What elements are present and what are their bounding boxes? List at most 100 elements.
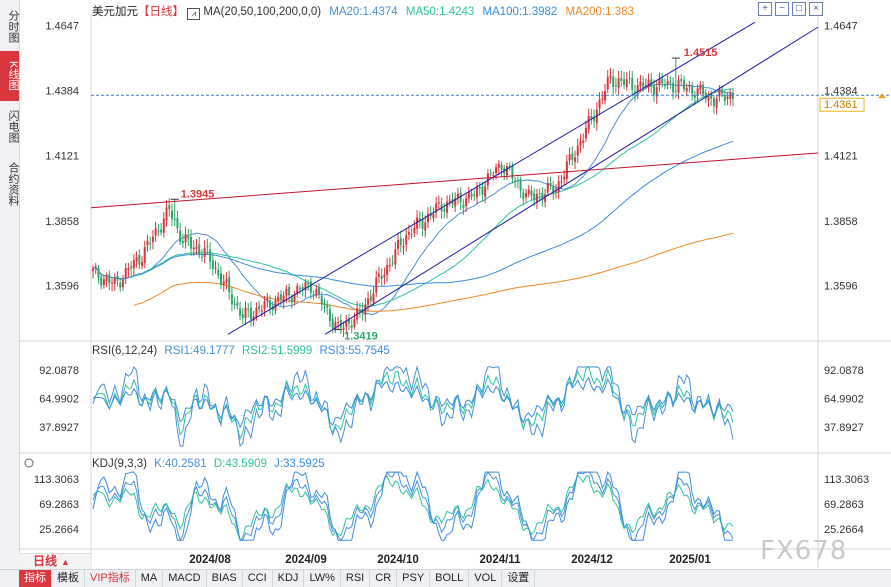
candle-body <box>388 264 391 267</box>
rsi3-value: RSI3:55.7545 <box>319 345 390 357</box>
rsi-line-3 <box>92 376 734 429</box>
ma20-line <box>92 83 734 315</box>
indicator-tab-4[interactable]: MACD <box>163 570 207 587</box>
candle-body <box>478 187 481 189</box>
indicator-tab-1[interactable]: 模板 <box>52 570 85 587</box>
indicator-tab-6[interactable]: CCI <box>243 570 273 587</box>
rsi-tick-left: 37.8927 <box>39 422 79 434</box>
candle-body <box>669 82 672 84</box>
candle-body <box>663 84 666 87</box>
period-label: 日线 <box>33 554 58 568</box>
candle-body <box>187 236 190 239</box>
candle-body <box>416 217 419 229</box>
candle-body <box>538 193 541 195</box>
zoom-in-icon[interactable]: + <box>758 2 772 16</box>
candle-body <box>94 266 97 268</box>
fullscreen-icon[interactable]: □ <box>792 2 806 16</box>
indicator-tab-13[interactable]: VOL <box>469 570 503 587</box>
candle-body <box>151 236 154 243</box>
period-tag: 【日线】 <box>138 6 184 18</box>
candle-body <box>236 302 239 306</box>
candle-body <box>549 182 552 186</box>
candle-body <box>372 293 375 303</box>
candle-body <box>244 307 247 318</box>
ma-settings-icon[interactable]: ⩘ <box>187 8 201 20</box>
indicator-tab-3[interactable]: MA <box>136 570 164 587</box>
ma200-line <box>133 232 734 312</box>
candle-body <box>467 192 470 199</box>
tab-flash[interactable]: 闪电图 <box>7 109 19 143</box>
watermark: FX678 <box>760 536 848 566</box>
candle-body <box>707 94 710 101</box>
indicator-tab-11[interactable]: PSY <box>397 570 431 587</box>
candle-body <box>535 193 538 202</box>
candle-body <box>405 235 408 245</box>
candle-body <box>165 207 168 221</box>
candle-body <box>320 296 323 305</box>
candle-body <box>530 190 533 196</box>
indicator-tab-7[interactable]: KDJ <box>273 570 305 587</box>
indicator-tab-0[interactable]: 指标 <box>19 570 52 587</box>
candle-body <box>601 98 604 100</box>
candle-body <box>184 234 187 243</box>
candle-body <box>489 172 492 174</box>
candle-body <box>636 85 639 92</box>
indicator-tab-5[interactable]: BIAS <box>207 570 243 587</box>
candle-body <box>228 277 231 293</box>
date-tick: 2024/10 <box>377 554 419 566</box>
candle-body <box>514 180 517 182</box>
sidebar: 分时图 K线图 闪电图 合约资料 <box>0 0 20 586</box>
candle-body <box>443 209 446 212</box>
candle-body <box>307 283 310 285</box>
ma20-value: MA20:1.4374 <box>329 6 398 18</box>
candle-body <box>682 80 685 90</box>
tab-contract-info[interactable]: 合约资料 <box>7 162 19 206</box>
candle-body <box>407 232 410 235</box>
candle-body <box>432 214 435 219</box>
candle-body <box>326 305 329 308</box>
j-value: J:33.5925 <box>274 458 325 470</box>
candle-body <box>454 198 457 207</box>
candle-body <box>301 286 304 290</box>
period-selector[interactable]: 日线 ▲ <box>19 553 91 569</box>
candle-body <box>116 275 119 281</box>
candle-body <box>473 194 476 196</box>
candle-body <box>328 309 331 321</box>
indicator-tab-14[interactable]: 设置 <box>502 570 536 587</box>
candle-body <box>380 275 383 280</box>
indicator-tab-12[interactable]: BOLL <box>430 570 470 587</box>
candle-body <box>655 87 658 97</box>
candle-body <box>315 288 318 295</box>
price-tick-right: 1.4384 <box>824 86 858 98</box>
candle-body <box>584 128 587 139</box>
candle-body <box>723 94 726 102</box>
tab-timeshare[interactable]: 分时图 <box>7 9 19 43</box>
candle-body <box>459 192 462 203</box>
candle-body <box>590 116 593 119</box>
candle-body <box>269 300 272 308</box>
candle-body <box>508 165 511 168</box>
close-icon[interactable]: × <box>809 2 823 16</box>
indicator-tab-2[interactable]: VIP指标 <box>85 570 136 587</box>
candle-body <box>111 282 114 284</box>
candle-body <box>209 249 212 262</box>
zoom-out-icon[interactable]: − <box>775 2 789 16</box>
rsi2-value: RSI2:51.5999 <box>241 345 313 357</box>
indicator-tab-10[interactable]: CR <box>370 570 398 587</box>
date-tick: 2025/01 <box>669 554 711 566</box>
candle-body <box>298 287 301 289</box>
candle-body <box>277 296 280 302</box>
indicator-tab-8[interactable]: LW% <box>304 570 341 587</box>
indicator-tab-9[interactable]: RSI <box>341 570 371 587</box>
candle-body <box>644 85 647 87</box>
current-price-tag <box>819 97 865 112</box>
kdj-line-3 <box>92 470 733 541</box>
tab-kline[interactable]: K线图 <box>0 51 19 101</box>
candle-body <box>222 281 225 286</box>
kdj-header: KDJ(9,3,3) K:40.2581 D:43.5909 J:33.5925 <box>92 458 325 470</box>
candle-body <box>486 173 489 186</box>
candle-body <box>715 98 718 109</box>
ma100-line <box>92 140 734 287</box>
candle-body <box>710 93 713 99</box>
candle-body <box>162 218 165 233</box>
